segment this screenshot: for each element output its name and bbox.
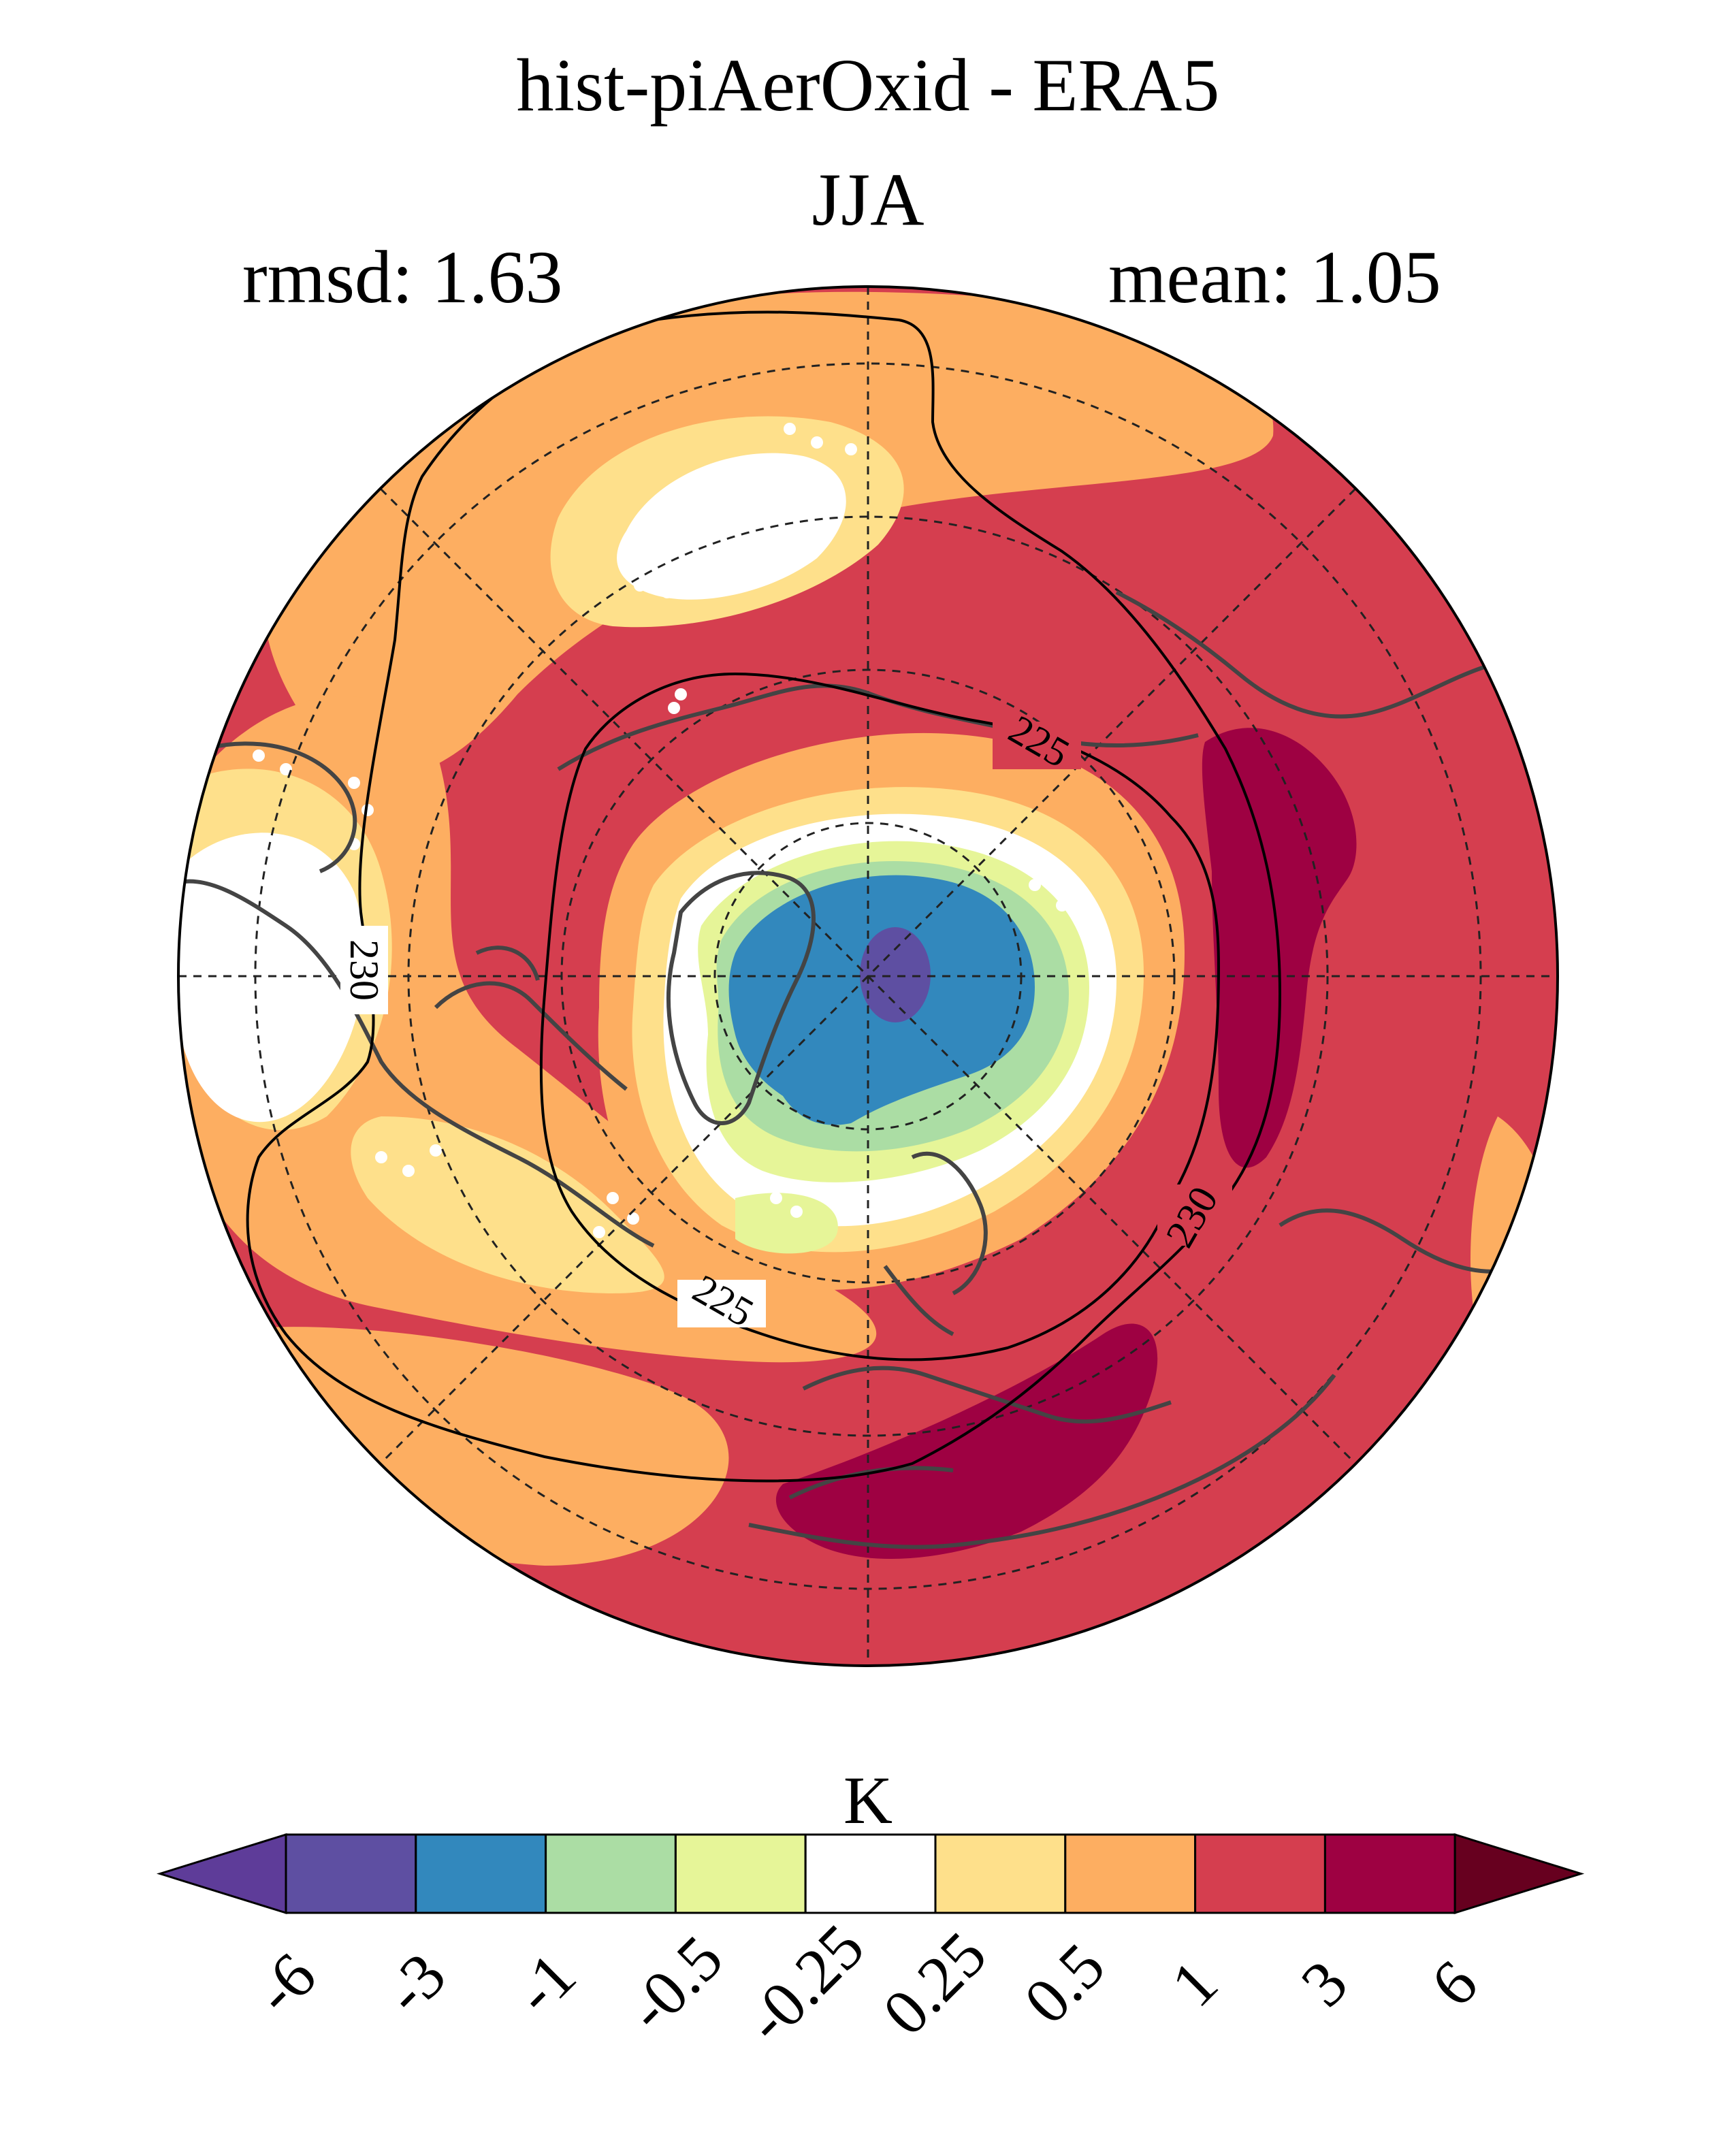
coastline-greenland xyxy=(666,871,816,1125)
colorbar-segment xyxy=(804,1833,937,1914)
anomaly-region-purple xyxy=(860,927,931,1022)
contour-label-bg xyxy=(1157,1184,1232,1246)
coastline-north-america xyxy=(178,879,655,1248)
coastline-africa xyxy=(748,1374,1336,1549)
colorbar-extend-high xyxy=(1453,1833,1585,1915)
colorbar-tick-label: -0.5 xyxy=(613,1922,736,2045)
anomaly-region-yellow-south xyxy=(351,1116,664,1293)
coastlines xyxy=(178,590,1558,1549)
colorbar-tick-label: 3 xyxy=(1287,1946,1362,2020)
mean-stat: mean: 1.05 xyxy=(1108,236,1441,319)
colorbar-segment xyxy=(674,1833,807,1914)
coastline-scandinavia xyxy=(883,1151,988,1336)
colorbar-tick-label: 6 xyxy=(1417,1946,1492,2020)
colorbar-segment xyxy=(285,1833,417,1914)
colorbar-segment xyxy=(1194,1833,1326,1914)
colorbar: -6 -3 -1 -0.5-0.250.25 0.5 1 3 6 xyxy=(156,1833,1585,2056)
anomaly-region-white-west xyxy=(178,833,365,1123)
colorbar-tick-label: -0.25 xyxy=(731,1910,878,2056)
polar-map xyxy=(178,287,1558,1666)
contour-label-230-west: 230 xyxy=(342,939,387,1001)
contour-label-bg xyxy=(677,1280,766,1327)
colorbar-tick-label: -3 xyxy=(370,1939,460,2028)
colorbar-unit: K xyxy=(843,1762,893,1838)
coastline-hudson-bay xyxy=(204,741,357,873)
colorbar-tick-label: -1 xyxy=(500,1939,590,2028)
coastline-asia-interior xyxy=(1279,1208,1526,1274)
anomaly-region-white-north xyxy=(617,453,846,600)
map-title: hist-piAerOxid - ERA5 xyxy=(516,44,1220,127)
coastline-canadian-arctic xyxy=(434,946,628,1091)
colorbar-tick-label: -6 xyxy=(240,1939,329,2028)
coastline-siberia xyxy=(557,683,1199,771)
colorbar-segment xyxy=(1064,1833,1197,1914)
contour-label-bg xyxy=(340,926,388,1014)
colorbar-tick-label: 1 xyxy=(1157,1946,1232,2020)
coastline-europe xyxy=(788,1366,1172,1500)
season-label: JJA xyxy=(811,158,925,241)
colorbar-tick-label: 0.5 xyxy=(1010,1929,1119,2037)
colorbar-tick-label: 0.25 xyxy=(869,1918,1000,2049)
graticule xyxy=(178,287,1558,1666)
contour-line-230 xyxy=(246,310,1282,1483)
anomaly-region-darkred-south xyxy=(775,1323,1158,1559)
colorbar-segment xyxy=(1323,1833,1456,1914)
colorbar-segment xyxy=(415,1833,547,1914)
contour-label-bg xyxy=(993,722,1081,769)
map-boundary xyxy=(177,285,1559,1667)
colorbar-segment xyxy=(934,1833,1067,1914)
rmsd-stat: rmsd: 1.63 xyxy=(242,236,563,319)
colorbar-extend-low xyxy=(156,1833,287,1915)
colorbar-segment xyxy=(545,1833,677,1914)
